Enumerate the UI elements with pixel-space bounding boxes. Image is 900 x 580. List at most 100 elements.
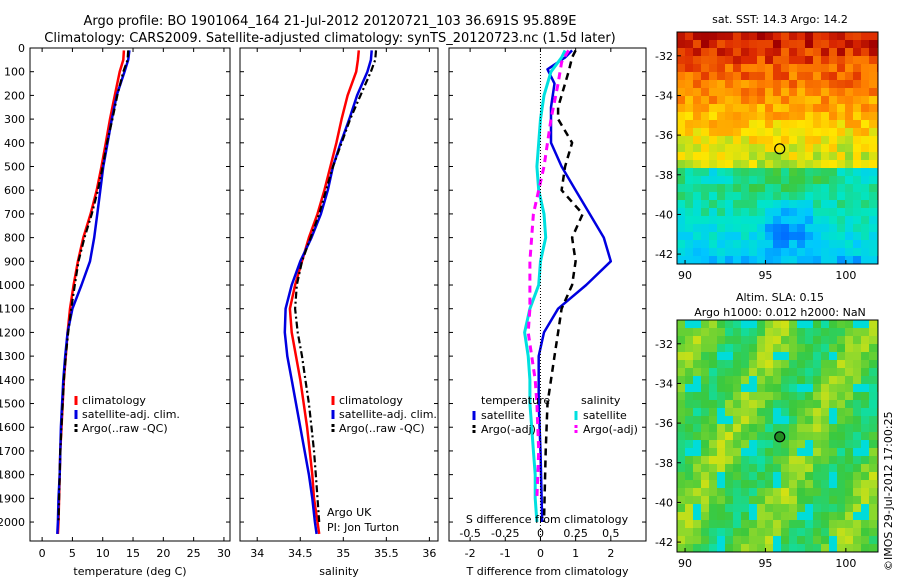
- sla_map-cell: [853, 384, 861, 392]
- sla_map-cell: [837, 432, 845, 440]
- sla_map-cell: [837, 344, 845, 352]
- sst_map-cell: [701, 256, 709, 264]
- sla_map-cell: [869, 528, 877, 536]
- sst_map-cell: [837, 56, 845, 64]
- sst_map-cell: [781, 192, 789, 200]
- sla_map-cell: [805, 456, 813, 464]
- sla_map-cell: [765, 544, 773, 552]
- sla_map-cell: [781, 344, 789, 352]
- sla_map-cell: [765, 536, 773, 544]
- sst_map-cell: [837, 152, 845, 160]
- sla_map-cell: [717, 528, 725, 536]
- sst_map-cell: [677, 80, 685, 88]
- legend-label: Argo(..raw -QC): [82, 422, 168, 435]
- sla_map-cell: [725, 472, 733, 480]
- sla_map-cell: [677, 528, 685, 536]
- sst_map-cell: [717, 152, 725, 160]
- sst_map-cell: [805, 152, 813, 160]
- sst_map-cell: [741, 120, 749, 128]
- sla_map-cell: [749, 344, 757, 352]
- sst_map-cell: [765, 240, 773, 248]
- sst_map-cell: [757, 232, 765, 240]
- sla_map-cell: [797, 544, 805, 552]
- sst_map-cell: [733, 240, 741, 248]
- depth-tick-label: 1500: [0, 398, 25, 411]
- sst_map-cell: [797, 168, 805, 176]
- sst_map-cell: [709, 56, 717, 64]
- sst_map-cell: [733, 136, 741, 144]
- sst_map-cell: [861, 168, 869, 176]
- sst_map-cell: [869, 112, 877, 120]
- sst_map-cell: [749, 208, 757, 216]
- sla_map-cell: [701, 488, 709, 496]
- sla_map-cell: [789, 376, 797, 384]
- sla_map-cell: [853, 328, 861, 336]
- sla_map-cell: [733, 384, 741, 392]
- sla_map-cell: [765, 408, 773, 416]
- sla_map-cell: [765, 352, 773, 360]
- sla_map-cell: [837, 440, 845, 448]
- sla_map-ytick-label: -32: [655, 338, 673, 351]
- sla_map-cell: [861, 416, 869, 424]
- sst_map-cell: [725, 224, 733, 232]
- sst_map-cell: [757, 256, 765, 264]
- sst_map-cell: [701, 32, 709, 40]
- sst_map-cell: [733, 216, 741, 224]
- sla_map-cell: [797, 368, 805, 376]
- sst_map-cell: [837, 112, 845, 120]
- sla_map-cell: [765, 424, 773, 432]
- sla_map-cell: [861, 520, 869, 528]
- sla_map-cell: [757, 512, 765, 520]
- sst_map-cell: [717, 128, 725, 136]
- sst_map-cell: [797, 136, 805, 144]
- sst_map-cell: [845, 176, 853, 184]
- sst_map-cell: [805, 80, 813, 88]
- sst_map-cell: [733, 80, 741, 88]
- sla_map-cell: [693, 336, 701, 344]
- sla_map-cell: [709, 528, 717, 536]
- sst_map-cell: [765, 128, 773, 136]
- sla_map-cell: [789, 488, 797, 496]
- sst_map-cell: [813, 256, 821, 264]
- sst_map-cell: [861, 80, 869, 88]
- sla_map-xtick-label: 90: [678, 557, 692, 570]
- sla_map-cell: [757, 368, 765, 376]
- sst_map-cell: [773, 104, 781, 112]
- sla_map-cell: [749, 448, 757, 456]
- sla_map-cell: [733, 416, 741, 424]
- sla_map-cell: [709, 536, 717, 544]
- temperature-series-argo-raw-qc-: [57, 50, 130, 523]
- sla_map-cell: [869, 456, 877, 464]
- sla_map-cell: [821, 472, 829, 480]
- sla_map-cell: [829, 416, 837, 424]
- sst_map-cell: [845, 200, 853, 208]
- sla_map-cell: [717, 504, 725, 512]
- sla_map-cell: [741, 328, 749, 336]
- sst_map-cell: [781, 200, 789, 208]
- sst_map-cell: [725, 72, 733, 80]
- sst_map-xtick-label: 100: [835, 269, 856, 282]
- sla_map-cell: [781, 408, 789, 416]
- sla_map-cell: [797, 360, 805, 368]
- sst_map-cell: [845, 136, 853, 144]
- sst_map-cell: [837, 216, 845, 224]
- sst_map-cell: [765, 144, 773, 152]
- sla_map-cell: [837, 392, 845, 400]
- sla_map-cell: [869, 512, 877, 520]
- sla_map-cell: [837, 536, 845, 544]
- sst_map-cell: [749, 232, 757, 240]
- sla_map-cell: [677, 480, 685, 488]
- sla_map-cell: [773, 480, 781, 488]
- sst_map-cell: [709, 168, 717, 176]
- sla_map-cell: [741, 400, 749, 408]
- sla_map-cell: [725, 368, 733, 376]
- sst_map-cell: [765, 192, 773, 200]
- sla_map-cell: [717, 352, 725, 360]
- sla_map-cell: [837, 424, 845, 432]
- sst_map-cell: [741, 128, 749, 136]
- sst_map-cell: [757, 64, 765, 72]
- sst_map-cell: [797, 248, 805, 256]
- sst_map-cell: [869, 256, 877, 264]
- sst_map-cell: [797, 56, 805, 64]
- sla_map-cell: [821, 368, 829, 376]
